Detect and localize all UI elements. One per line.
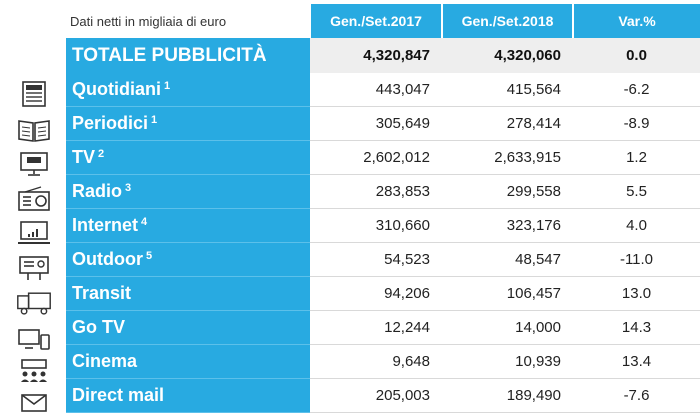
media-name: Outdoor xyxy=(72,249,143,269)
computer-monitor-icon xyxy=(16,219,52,247)
variation: -7.6 xyxy=(573,378,700,413)
value-2017: 94,206 xyxy=(310,276,442,311)
variation: 14.3 xyxy=(573,310,700,345)
variation: -6.2 xyxy=(573,73,700,107)
table-row: TV 2 2,602,012 2,633,915 1.2 xyxy=(66,140,700,175)
value-2018: 2,633,915 xyxy=(442,140,573,175)
screens-icon xyxy=(16,325,52,353)
column-header-2017: Gen./Set.2017 xyxy=(310,4,443,38)
value-2018: 415,564 xyxy=(442,73,573,107)
media-icon-column xyxy=(0,0,66,412)
media-name: TV xyxy=(72,147,96,167)
variation: -11.0 xyxy=(573,242,700,277)
footnote-marker: 1 xyxy=(151,114,158,126)
media-name: Go TV xyxy=(72,317,125,337)
total-variation: 0.0 xyxy=(573,38,700,73)
media-label: Internet 4 xyxy=(66,208,310,243)
variation: 5.5 xyxy=(573,174,700,209)
advertising-table: Dati netti in migliaia di euro Gen./Set.… xyxy=(66,4,700,413)
media-name: Direct mail xyxy=(72,385,165,405)
table-row: Quotidiani 1 443,047 415,564 -6.2 xyxy=(66,73,700,107)
media-label: Transit xyxy=(66,276,310,311)
value-2018: 189,490 xyxy=(442,378,573,413)
value-2018: 14,000 xyxy=(442,310,573,345)
value-2018: 10,939 xyxy=(442,344,573,379)
value-2018: 48,547 xyxy=(442,242,573,277)
media-label: Go TV xyxy=(66,310,310,345)
variation: -8.9 xyxy=(573,106,700,141)
total-value-2018: 4,320,060 xyxy=(442,38,573,73)
magazine-icon xyxy=(16,116,52,144)
table-row: Periodici 1 305,649 278,414 -8.9 xyxy=(66,106,700,141)
footnote-marker: 4 xyxy=(141,216,148,228)
variation: 13.4 xyxy=(573,344,700,379)
media-label: Radio 3 xyxy=(66,174,310,209)
media-name: Periodici xyxy=(72,113,149,133)
media-label: Direct mail xyxy=(66,378,310,413)
table-row: Transit 94,206 106,457 13.0 xyxy=(66,276,700,311)
value-2017: 2,602,012 xyxy=(310,140,442,175)
media-name: Cinema xyxy=(72,351,138,371)
media-label: TV 2 xyxy=(66,140,310,175)
value-2017: 443,047 xyxy=(310,73,442,107)
variation: 13.0 xyxy=(573,276,700,311)
media-name: Transit xyxy=(72,283,132,303)
value-2018: 278,414 xyxy=(442,106,573,141)
value-2017: 205,003 xyxy=(310,378,442,413)
truck-icon xyxy=(16,290,52,318)
table-row: Radio 3 283,853 299,558 5.5 xyxy=(66,174,700,209)
footnote-marker: 5 xyxy=(145,250,153,262)
tv-icon xyxy=(16,150,52,178)
newspaper-icon xyxy=(16,80,52,108)
footnote-marker: 3 xyxy=(125,182,132,194)
footnote-marker: 1 xyxy=(164,80,171,92)
value-2018: 106,457 xyxy=(442,276,573,311)
value-2017: 283,853 xyxy=(310,174,442,209)
mail-icon xyxy=(16,392,52,420)
media-name: Quotidiani xyxy=(72,79,161,99)
header-row: Dati netti in migliaia di euro Gen./Set.… xyxy=(66,4,700,38)
radio-icon xyxy=(16,185,52,213)
column-header-2018: Gen./Set.2018 xyxy=(442,4,574,38)
variation: 1.2 xyxy=(573,140,700,175)
column-header-var: Var.% xyxy=(573,4,700,38)
total-row: TOTALE PUBBLICITÀ 4,320,847 4,320,060 0.… xyxy=(66,38,700,73)
cinema-audience-icon xyxy=(16,358,52,386)
media-label: Periodici 1 xyxy=(66,106,310,141)
total-label: TOTALE PUBBLICITÀ xyxy=(66,38,310,73)
billboard-icon xyxy=(16,254,52,282)
media-label: Quotidiani 1 xyxy=(66,73,310,107)
media-label: Outdoor 5 xyxy=(66,242,310,277)
media-name: Radio xyxy=(72,181,123,201)
table-row: Outdoor 5 54,523 48,547 -11.0 xyxy=(66,242,700,277)
table-caption: Dati netti in migliaia di euro xyxy=(66,4,311,38)
table-row: Internet 4 310,660 323,176 4.0 xyxy=(66,208,700,243)
variation: 4.0 xyxy=(573,208,700,243)
media-name: Internet xyxy=(72,215,139,235)
total-value-2017: 4,320,847 xyxy=(310,38,442,73)
table-row: Go TV 12,244 14,000 14.3 xyxy=(66,310,700,345)
value-2018: 323,176 xyxy=(442,208,573,243)
table-row: Direct mail 205,003 189,490 -7.6 xyxy=(66,378,700,413)
value-2017: 54,523 xyxy=(310,242,442,277)
table-row: Cinema 9,648 10,939 13.4 xyxy=(66,344,700,379)
media-label: Cinema xyxy=(66,344,310,379)
footnote-marker: 2 xyxy=(98,148,105,160)
value-2017: 310,660 xyxy=(310,208,442,243)
value-2017: 9,648 xyxy=(310,344,442,379)
value-2018: 299,558 xyxy=(442,174,573,209)
value-2017: 12,244 xyxy=(310,310,442,345)
value-2017: 305,649 xyxy=(310,106,442,141)
